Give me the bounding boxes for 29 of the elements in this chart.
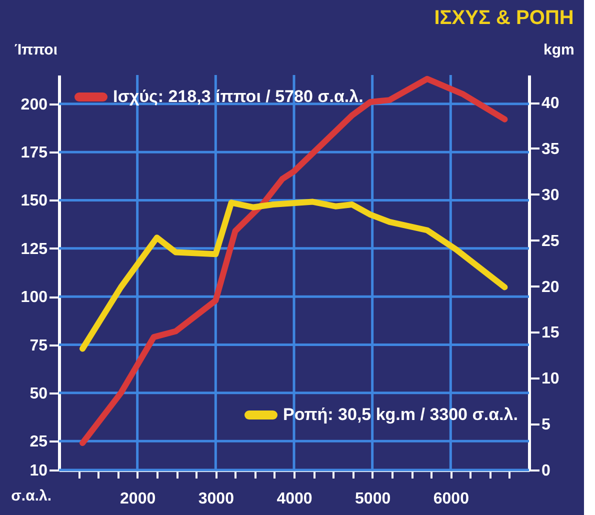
- y2-tick-label: 40: [542, 95, 560, 112]
- x-tick-label: 2000: [120, 490, 156, 508]
- y-tick-label: 125: [20, 240, 48, 258]
- y2-tick-label: 30: [542, 186, 560, 204]
- x-tick-label: 4000: [276, 490, 312, 508]
- y-axis-title: Ίπποι: [14, 42, 58, 58]
- legend-label: Ισχύς: 218,3 ίπποι / 5780 σ.α.λ.: [113, 87, 364, 106]
- y2-tick-label: 0: [542, 462, 550, 480]
- x-axis-title: σ.α.λ.: [11, 488, 52, 504]
- y-tick-label: 50: [30, 385, 48, 402]
- y-tick-label: 10: [30, 462, 48, 480]
- y2-axis-title: kgm: [544, 42, 574, 58]
- y-tick-label: 100: [20, 289, 48, 306]
- y2-tick-label: 35: [542, 140, 560, 158]
- x-tick-label: 6000: [433, 490, 470, 508]
- chart-title: ΙΣΧΥΣ & ΡΟΠΗ: [434, 7, 574, 29]
- y2-tick-label: 20: [542, 278, 560, 296]
- y-tick-label: 25: [30, 434, 48, 451]
- y2-tick-label: 25: [542, 232, 560, 250]
- legend-label: Ροπή: 30,5 kg.m / 3300 σ.α.λ.: [283, 405, 518, 424]
- x-tick-label: 3000: [198, 490, 234, 508]
- y-tick-label: 75: [30, 337, 48, 354]
- y-tick-label: 150: [20, 192, 48, 210]
- y2-tick-label: 10: [542, 370, 560, 388]
- x-tick-label: 5000: [355, 490, 391, 508]
- y2-tick-label: 5: [542, 416, 550, 434]
- y-tick-label: 200: [20, 96, 48, 114]
- y2-tick-label: 15: [542, 324, 560, 342]
- y-tick-label: 175: [20, 144, 48, 162]
